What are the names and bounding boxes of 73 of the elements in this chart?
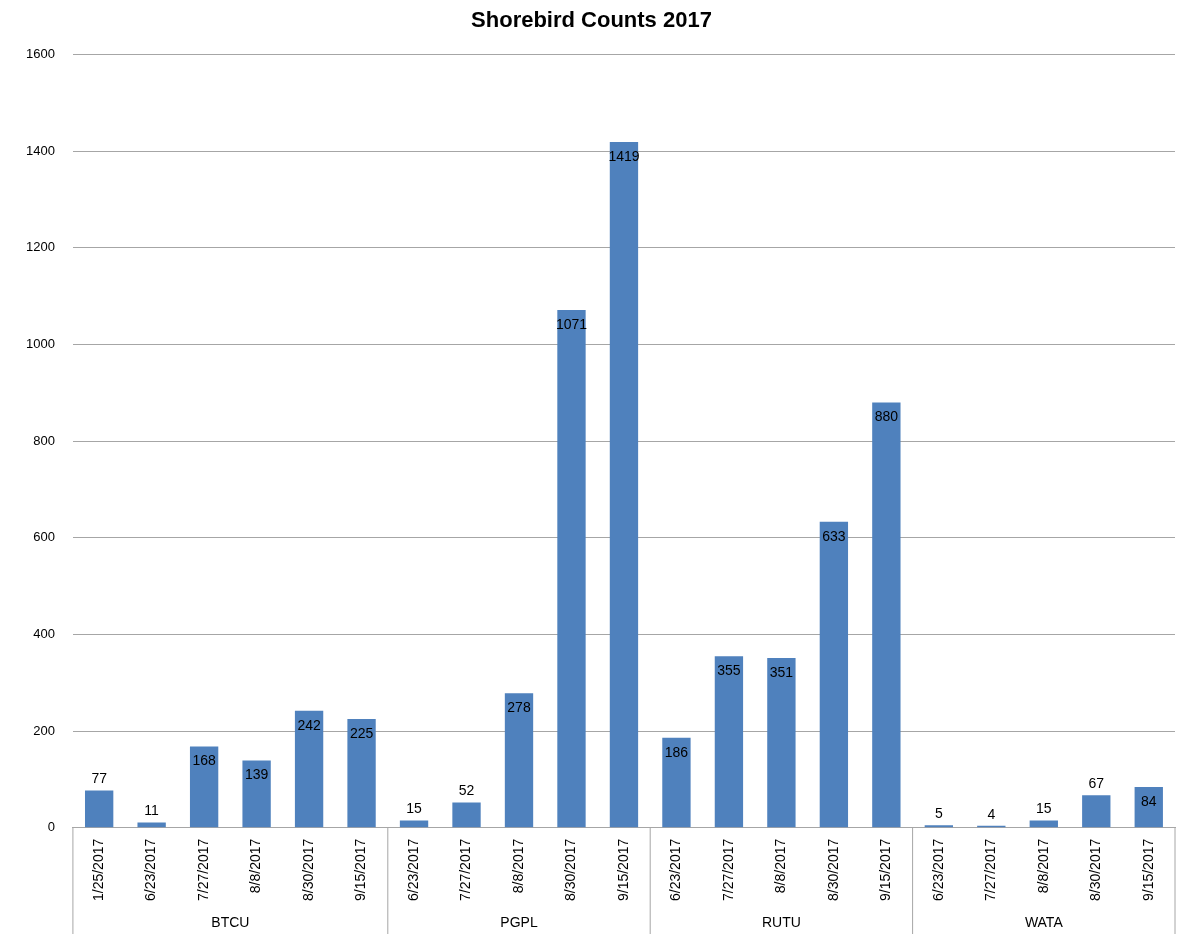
bar: [84, 790, 114, 828]
y-tick-label: 1600: [26, 45, 55, 61]
y-tick-label: 600: [33, 529, 55, 545]
data-label: 139: [244, 766, 269, 783]
x-tick-label: 6/23/2017: [667, 838, 684, 902]
y-tick-label: 1000: [26, 335, 55, 351]
data-label: 278: [507, 699, 531, 716]
x-tick-label: 9/15/2017: [1139, 838, 1156, 902]
x-tick-label: 8/8/2017: [509, 838, 526, 894]
bar: [662, 737, 691, 828]
x-tick-label: 8/30/2017: [299, 838, 316, 902]
data-label: 67: [1088, 775, 1105, 792]
data-label: 186: [664, 743, 689, 760]
y-tick-label: 400: [33, 625, 55, 641]
data-label: 351: [769, 663, 794, 680]
bar: [294, 710, 324, 828]
x-tick-label: 7/27/2017: [457, 838, 474, 902]
y-tick-label: 200: [33, 722, 55, 738]
x-tick-label: 7/27/2017: [982, 838, 999, 902]
data-label: 84: [1140, 792, 1157, 809]
y-tick-label: 800: [33, 432, 55, 448]
x-tick-label: 7/27/2017: [719, 838, 736, 902]
x-tick-label: 6/23/2017: [929, 838, 946, 902]
x-tick-label: 6/23/2017: [404, 838, 421, 902]
data-label: 225: [349, 724, 374, 741]
data-label: 880: [874, 408, 899, 425]
data-label: 5: [934, 805, 943, 822]
y-tick-label: 0: [47, 819, 55, 835]
data-label: 4: [987, 805, 996, 822]
bar: [242, 760, 271, 828]
x-tick-label: 1/25/2017: [90, 838, 107, 902]
data-label: 77: [91, 770, 108, 787]
text: PGPL: [500, 913, 538, 930]
bar: [557, 310, 586, 828]
bar: [767, 658, 796, 828]
bar: [189, 746, 219, 828]
bar: [1134, 787, 1163, 828]
bar: [819, 521, 849, 828]
bar: [609, 141, 639, 828]
data-label: 11: [144, 802, 160, 819]
data-label: 52: [458, 782, 475, 799]
x-tick-label: 8/8/2017: [247, 838, 264, 894]
bar: [872, 402, 901, 828]
bar: [504, 693, 534, 828]
x-tick-label: 7/27/2017: [194, 838, 211, 902]
data-label: 168: [192, 752, 217, 769]
x-tick-label: 8/30/2017: [1087, 838, 1104, 902]
data-label: 242: [297, 716, 321, 733]
text: BTCU: [211, 913, 250, 930]
x-tick-label: 8/30/2017: [824, 838, 841, 902]
text: WATA: [1024, 913, 1064, 930]
bar: [714, 656, 744, 828]
y-tick-label: 1400: [26, 142, 55, 158]
bar: [1082, 795, 1111, 828]
x-tick-label: 9/15/2017: [877, 838, 894, 902]
bar: [347, 718, 376, 828]
data-label: 355: [717, 662, 741, 678]
data-label: 15: [1036, 800, 1052, 817]
chart-title: Shorebird Counts 2017: [471, 7, 712, 33]
x-tick-label: 6/23/2017: [142, 838, 159, 902]
x-tick-label: 9/15/2017: [352, 838, 369, 902]
x-tick-label: 8/8/2017: [1034, 838, 1051, 894]
data-label: 633: [822, 527, 846, 544]
bar: [1029, 820, 1058, 828]
y-tick-label: 1200: [26, 239, 55, 255]
data-label: 15: [406, 800, 423, 817]
x-tick-label: 8/30/2017: [562, 838, 579, 902]
bar: [452, 802, 481, 828]
x-tick-label: 9/15/2017: [614, 838, 631, 902]
x-tick-label: 8/8/2017: [772, 838, 789, 894]
bar: [137, 822, 166, 828]
bar: [399, 820, 429, 828]
text: RUTU: [761, 913, 801, 930]
